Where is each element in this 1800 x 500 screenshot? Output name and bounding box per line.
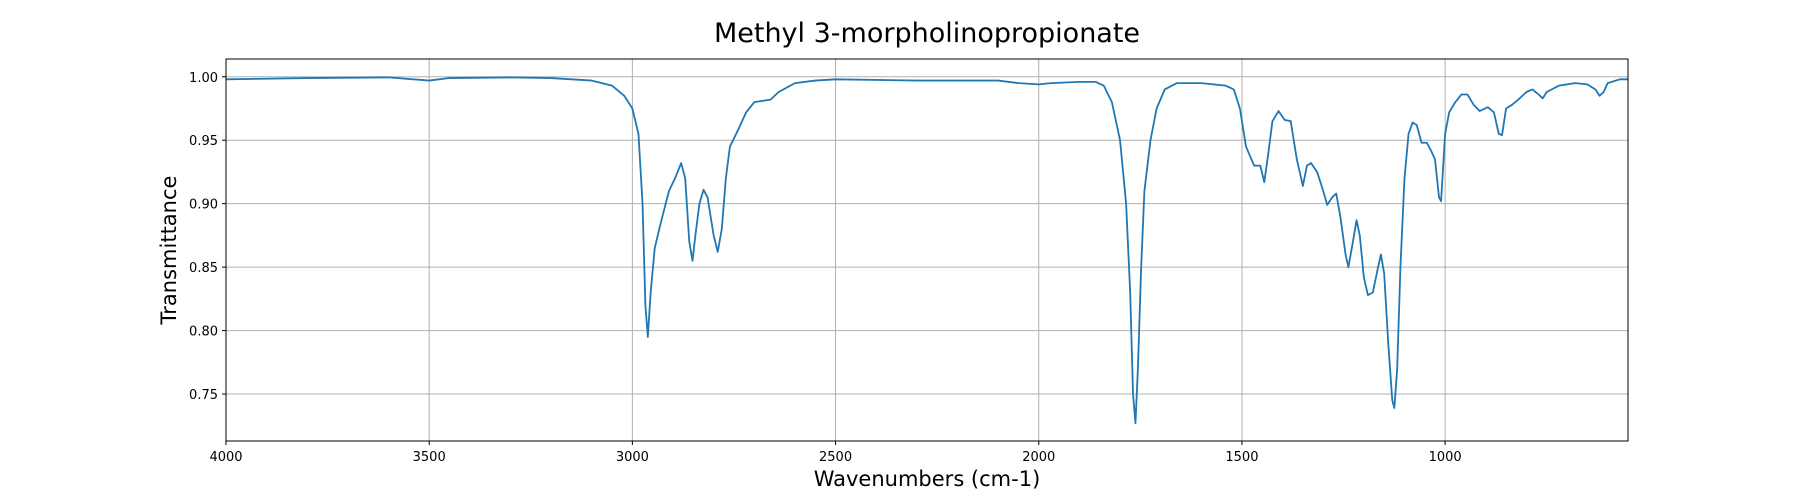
y-tick-label: 1.00 <box>189 71 218 86</box>
spectrum-line <box>225 76 1628 425</box>
y-tick-label: 0.85 <box>189 261 218 276</box>
x-tick-label: 1500 <box>1225 450 1258 465</box>
x-tick-label: 1000 <box>1429 450 1462 465</box>
y-tick-label: 0.80 <box>189 325 218 340</box>
x-tick-label: 3000 <box>616 450 649 465</box>
y-axis-label: Transmittance <box>157 176 181 326</box>
y-tick-label: 0.90 <box>189 198 218 213</box>
y-tick-label: 0.95 <box>189 134 218 149</box>
plot-frame <box>225 58 1629 442</box>
chart-title: Methyl 3-morpholinopropionate <box>714 18 1140 49</box>
y-tick-label: 0.75 <box>189 388 218 403</box>
x-tick-label: 3500 <box>413 450 446 465</box>
x-tick-label: 4000 <box>209 450 242 465</box>
x-tick-label: 2500 <box>819 450 852 465</box>
x-axis-label: Wavenumbers (cm-1) <box>814 467 1041 491</box>
x-tick-label: 2000 <box>1022 450 1055 465</box>
